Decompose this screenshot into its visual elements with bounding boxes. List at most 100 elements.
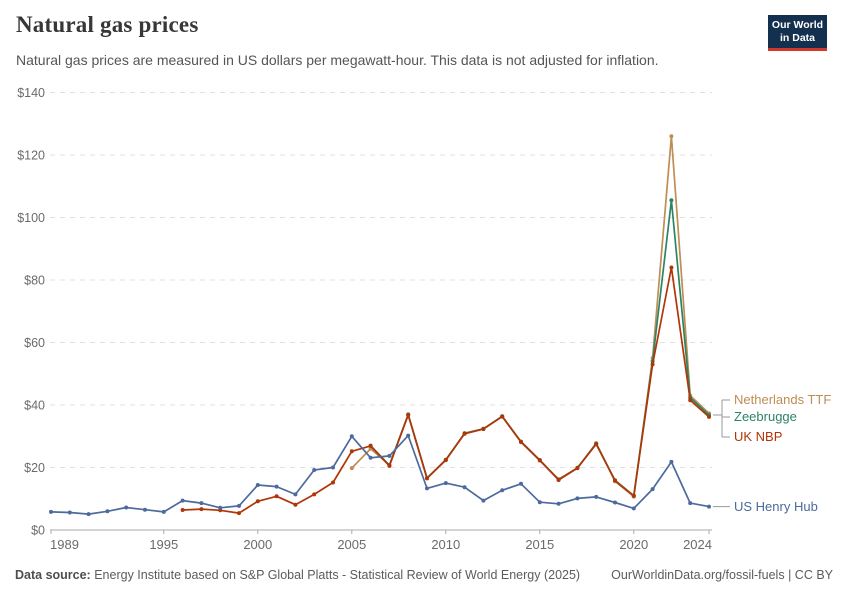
owid-url-link[interactable]: OurWorldinData.org/fossil-fuels (611, 568, 785, 582)
y-tick-label-0: $0 (31, 524, 45, 538)
y-tick-label-140: $140 (17, 86, 45, 100)
series-point-us-henry-hub-2017 (575, 496, 580, 501)
y-tick-label-120: $120 (17, 149, 45, 163)
x-tick-label-2010: 2010 (431, 537, 460, 552)
series-point-uk-nbp-2000 (255, 499, 260, 504)
series-point-uk-nbp-2022 (669, 265, 674, 270)
series-point-uk-nbp-2005 (349, 449, 354, 454)
series-point-us-henry-hub-2005 (349, 434, 354, 439)
series-point-uk-nbp-2011 (462, 431, 467, 436)
series-point-us-henry-hub-1992 (105, 509, 110, 514)
series-point-uk-nbp-2015 (537, 458, 542, 463)
series-point-netherlands-ttf-2005 (349, 466, 354, 471)
series-point-us-henry-hub-2022 (669, 459, 674, 464)
series-point-uk-nbp-2021 (650, 362, 655, 367)
owid-logo-box: Our World in Data (768, 15, 827, 48)
y-tick-label-20: $20 (24, 461, 45, 475)
series-point-us-henry-hub-1997 (199, 501, 204, 506)
series-point-uk-nbp-2004 (331, 480, 335, 485)
series-label-uk-nbp[interactable]: UK NBP (734, 429, 782, 444)
x-tick-label-1995: 1995 (149, 537, 178, 552)
series-point-us-henry-hub-2011 (462, 485, 467, 490)
owid-logo[interactable]: Our World in Data (768, 15, 827, 51)
series-point-us-henry-hub-1999 (237, 503, 241, 508)
series-point-us-henry-hub-2000 (255, 483, 260, 487)
series-label-netherlands-ttf[interactable]: Netherlands TTF (734, 392, 831, 407)
series-line-zeebrugge (369, 199, 710, 497)
series-point-uk-nbp-2013 (500, 414, 505, 419)
series-label-us-henry-hub[interactable]: US Henry Hub (734, 499, 818, 514)
series-point-us-henry-hub-2023 (688, 501, 693, 506)
series-point-us-henry-hub-2016 (556, 501, 561, 506)
series-line-netherlands-ttf (351, 135, 710, 498)
series-point-us-henry-hub-1993 (124, 505, 129, 510)
series-point-us-henry-hub-2018 (594, 494, 599, 499)
series-point-uk-nbp-2009 (425, 476, 429, 481)
series-point-us-henry-hub-1989 (49, 509, 53, 514)
series-point-us-henry-hub-2012 (481, 498, 486, 503)
series-point-uk-nbp-2014 (519, 439, 523, 444)
series-point-uk-nbp-1996 (180, 508, 185, 512)
series-point-us-henry-hub-2002 (293, 492, 298, 497)
x-tick-label-2020: 2020 (619, 537, 648, 552)
series-point-uk-nbp-1999 (237, 511, 241, 516)
series-point-us-henry-hub-2020 (631, 506, 636, 511)
series-point-zeebrugge-2022 (669, 198, 674, 203)
series-point-uk-nbp-2019 (613, 478, 617, 483)
page-title: Natural gas prices (16, 12, 199, 37)
series-point-us-henry-hub-2008 (406, 433, 411, 438)
footer-credits: OurWorldinData.org/fossil-fuels | CC BY (611, 568, 833, 582)
series-point-us-henry-hub-1994 (143, 507, 147, 512)
series-point-uk-nbp-2001 (274, 494, 279, 499)
data-source-text: Energy Institute based on S&P Global Pla… (90, 568, 581, 582)
series-point-us-henry-hub-2007 (387, 453, 392, 458)
owid-logo-accent-bar (768, 48, 827, 51)
x-tick-label-1989: 1989 (50, 537, 79, 552)
series-point-us-henry-hub-2019 (613, 500, 617, 505)
series-point-us-henry-hub-2004 (331, 465, 335, 470)
series-point-uk-nbp-2017 (575, 466, 580, 471)
owid-logo-line2: in Data (779, 31, 815, 44)
series-point-uk-nbp-2018 (594, 442, 599, 447)
series-point-uk-nbp-2016 (556, 478, 561, 482)
series-point-us-henry-hub-1996 (180, 498, 185, 503)
series-point-us-henry-hub-1991 (86, 512, 91, 517)
series-point-us-henry-hub-1990 (67, 510, 72, 515)
license-text: | CC BY (784, 568, 833, 582)
series-point-netherlands-ttf-2022 (669, 134, 674, 139)
series-point-us-henry-hub-2015 (537, 500, 542, 505)
series-point-uk-nbp-2008 (406, 413, 411, 417)
series-point-us-henry-hub-1998 (218, 505, 223, 510)
series-point-us-henry-hub-2013 (500, 488, 505, 493)
series-line-us-henry-hub (50, 434, 710, 515)
owid-logo-line1: Our World (771, 19, 824, 32)
line-chart-plot: $0 $20 $40 $60 $80 $100 $120 $140 1989 1995 2000 20… (17, 86, 831, 552)
chart-footer: Data source: Energy Institute based on S… (15, 568, 833, 582)
series-point-us-henry-hub-2014 (519, 481, 523, 486)
x-tick-label-2024: 2024 (683, 537, 712, 552)
series-label-zeebrugge[interactable]: Zeebrugge (734, 409, 797, 424)
series-point-uk-nbp-2020 (631, 493, 636, 498)
series-point-us-henry-hub-2021 (650, 487, 655, 492)
y-tick-label-100: $100 (17, 211, 45, 225)
y-tick-label-60: $60 (24, 336, 45, 350)
series-point-us-henry-hub-1995 (161, 509, 166, 514)
series-point-us-henry-hub-2006 (368, 455, 373, 460)
series-point-uk-nbp-2007 (387, 463, 392, 468)
series-point-uk-nbp-1997 (199, 507, 204, 512)
series-point-us-henry-hub-2001 (274, 484, 279, 489)
series-point-uk-nbp-2006 (368, 443, 373, 448)
y-tick-label-80: $80 (24, 274, 45, 288)
data-source-label: Data source: (15, 568, 91, 582)
series-point-us-henry-hub-2003 (312, 468, 317, 472)
series-point-uk-nbp-2002 (293, 502, 298, 507)
x-tick-label-2000: 2000 (243, 537, 272, 552)
series-point-uk-nbp-2023 (688, 398, 693, 403)
series-line-uk-nbp (182, 266, 710, 514)
data-source-note: Data source: Energy Institute based on S… (15, 568, 580, 582)
x-tick-label-2015: 2015 (525, 537, 554, 552)
chart-subtitle: Natural gas prices are measured in US do… (16, 52, 659, 68)
series-point-us-henry-hub-2010 (443, 481, 448, 486)
series-point-uk-nbp-2010 (443, 458, 448, 462)
